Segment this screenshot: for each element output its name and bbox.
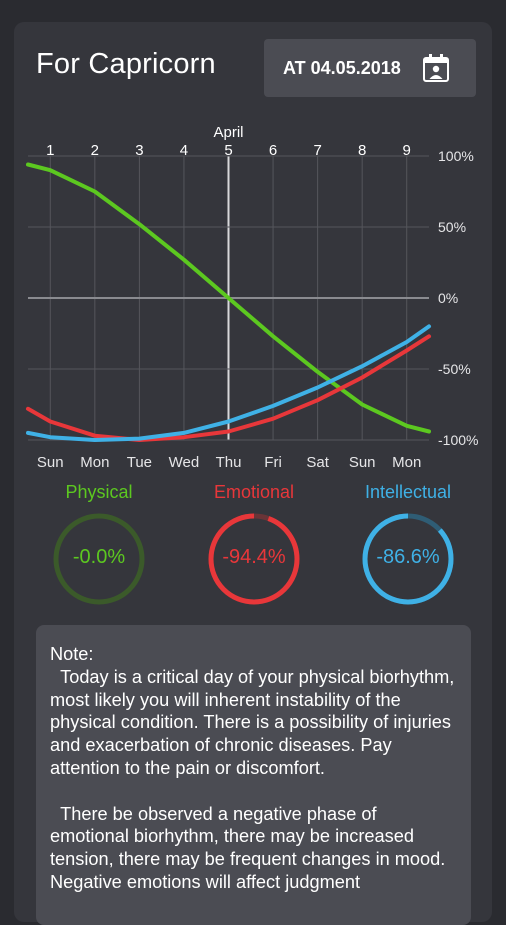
- day-label: Wed: [169, 454, 200, 471]
- ring-progress: [208, 513, 300, 605]
- y-tick-label: 50%: [438, 219, 466, 235]
- day-label: Thu: [216, 454, 242, 471]
- series-line-intellectual: [26, 324, 431, 442]
- series-line-emotional: [26, 334, 431, 442]
- y-tick-label: 100%: [438, 148, 474, 164]
- chart-labels: April 1 2 3 4 5 6 7 8 9 Sun Mon Tue Wed Thu Fri Sat Sun Mo…: [37, 124, 479, 471]
- day-label: Fri: [264, 454, 282, 471]
- month-label: April: [213, 124, 243, 141]
- top-tick-label: 8: [358, 142, 366, 159]
- ring-value-intellectual: -86.6%: [376, 546, 440, 568]
- day-label: Mon: [392, 454, 421, 471]
- top-tick-label: 5: [224, 142, 232, 159]
- y-tick-label: -50%: [438, 361, 471, 377]
- ring-value-physical: -0.0%: [72, 546, 126, 568]
- day-label: Mon: [80, 454, 109, 471]
- note-text: Note: Today is a critical day of your ph…: [50, 644, 455, 892]
- ring-label-emotional: Emotional: [213, 482, 295, 502]
- calendar-icon: [423, 54, 449, 82]
- biorhythm-chart: April 1 2 3 4 5 6 7 8 9 Sun Mon Tue Wed Thu Fri Sat Sun Mo…: [26, 124, 479, 471]
- top-tick-label: 2: [91, 142, 99, 159]
- note-panel[interactable]: Note: Today is a critical day of your ph…: [36, 625, 471, 925]
- top-tick-label: 4: [180, 142, 188, 159]
- date-label: AT 04.05.2018: [283, 58, 401, 78]
- y-tick-label: -100%: [438, 432, 478, 448]
- top-tick-label: 6: [269, 142, 277, 159]
- day-label: Sun: [349, 454, 376, 471]
- series-line-physical: [26, 162, 431, 434]
- ring-progress: [362, 513, 454, 605]
- top-tick-label: 9: [403, 142, 411, 159]
- day-label: Tue: [127, 454, 152, 471]
- page-title: For Capricorn: [36, 48, 216, 80]
- y-tick-label: 0%: [438, 290, 458, 306]
- chart-series: [26, 162, 431, 442]
- top-tick-label: 7: [313, 142, 321, 159]
- day-label: Sun: [37, 454, 64, 471]
- ring-label-intellectual: Intellectual: [364, 482, 452, 502]
- day-label: Sat: [306, 454, 329, 471]
- top-tick-label: 1: [46, 142, 54, 159]
- ring-physical: [53, 513, 145, 605]
- ring-intellectual: [362, 513, 454, 605]
- ring-track: [53, 513, 145, 605]
- ring-label-physical: Physical: [65, 482, 133, 502]
- ring-emotional: [208, 513, 300, 605]
- top-tick-label: 3: [135, 142, 143, 159]
- ring-value-emotional: -94.4%: [222, 546, 286, 568]
- date-picker-button[interactable]: AT 04.05.2018: [264, 39, 476, 97]
